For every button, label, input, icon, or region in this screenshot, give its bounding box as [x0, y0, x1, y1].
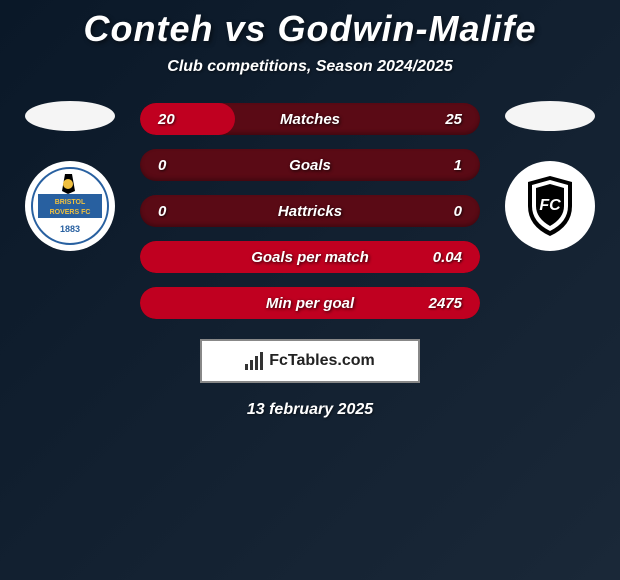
stat-bar: 20 Matches 25	[140, 103, 480, 135]
svg-text:ROVERS FC: ROVERS FC	[50, 209, 91, 216]
left-club-badge: BRISTOL ROVERS FC 1883	[25, 161, 115, 251]
svg-text:BRISTOL: BRISTOL	[55, 199, 86, 206]
stat-label: Min per goal	[266, 295, 354, 312]
date-text: 13 february 2025	[0, 401, 620, 419]
stat-left-value: 20	[158, 111, 198, 128]
stat-bar: 0 Hattricks 0	[140, 195, 480, 227]
brand-text: FcTables.com	[269, 352, 375, 370]
right-player-photo	[505, 101, 595, 131]
left-column: BRISTOL ROVERS FC 1883	[20, 101, 120, 251]
brand-box[interactable]: FcTables.com	[200, 339, 420, 383]
stat-bar: Min per goal 2475	[140, 287, 480, 319]
shield-badge-icon: FC	[510, 166, 590, 246]
page-subtitle: Club competitions, Season 2024/2025	[0, 58, 620, 76]
stat-left-value: 0	[158, 203, 198, 220]
stat-left-value: 0	[158, 157, 198, 174]
stat-label: Matches	[280, 111, 340, 128]
stat-bar: Goals per match 0.04	[140, 241, 480, 273]
stat-label: Hattricks	[278, 203, 342, 220]
svg-text:1883: 1883	[60, 224, 80, 234]
stat-bar: 0 Goals 1	[140, 149, 480, 181]
page-title: Conteh vs Godwin-Malife	[0, 8, 620, 50]
header: Conteh vs Godwin-Malife Club competition…	[0, 0, 620, 76]
content-row: BRISTOL ROVERS FC 1883 20 Matches 25 0 Goals…	[0, 101, 620, 319]
stat-right-value: 0.04	[422, 249, 462, 266]
stat-right-value: 2475	[422, 295, 462, 312]
right-column: FC	[500, 101, 600, 251]
stat-label: Goals	[289, 157, 331, 174]
stat-label: Goals per match	[251, 249, 369, 266]
left-player-photo	[25, 101, 115, 131]
stat-right-value: 25	[422, 111, 462, 128]
right-club-badge: FC	[505, 161, 595, 251]
chart-icon	[245, 352, 263, 370]
svg-text:FC: FC	[539, 197, 561, 214]
bristol-rovers-badge-icon: BRISTOL ROVERS FC 1883	[30, 166, 110, 246]
stats-column: 20 Matches 25 0 Goals 1 0 Hattricks 0 Goals per m…	[140, 103, 480, 319]
stat-right-value: 1	[422, 157, 462, 174]
stat-right-value: 0	[422, 203, 462, 220]
